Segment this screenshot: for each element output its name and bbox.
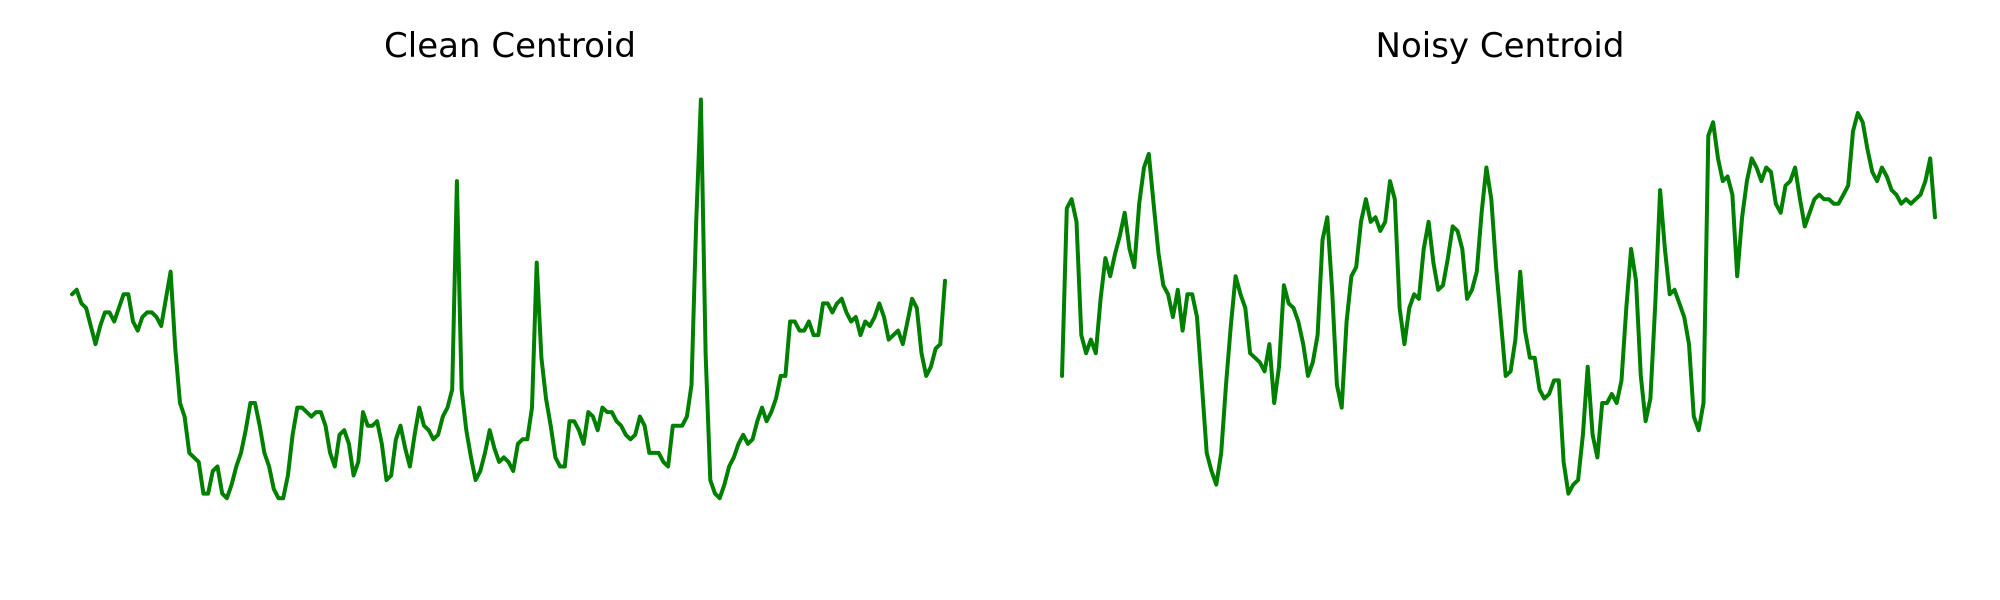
clean-centroid-title: Clean Centroid [384, 26, 636, 66]
clean-centroid-panel: Clean Centroid [70, 26, 947, 501]
noisy-centroid-panel: Noisy Centroid [1060, 26, 1937, 496]
noisy-centroid-title: Noisy Centroid [1376, 26, 1625, 66]
clean-centroid-series-line-0 [70, 97, 947, 501]
noisy-centroid-series-group [1060, 111, 1937, 496]
clean-centroid-series-group [70, 97, 947, 501]
noisy-centroid-series-line-0 [1060, 111, 1937, 496]
